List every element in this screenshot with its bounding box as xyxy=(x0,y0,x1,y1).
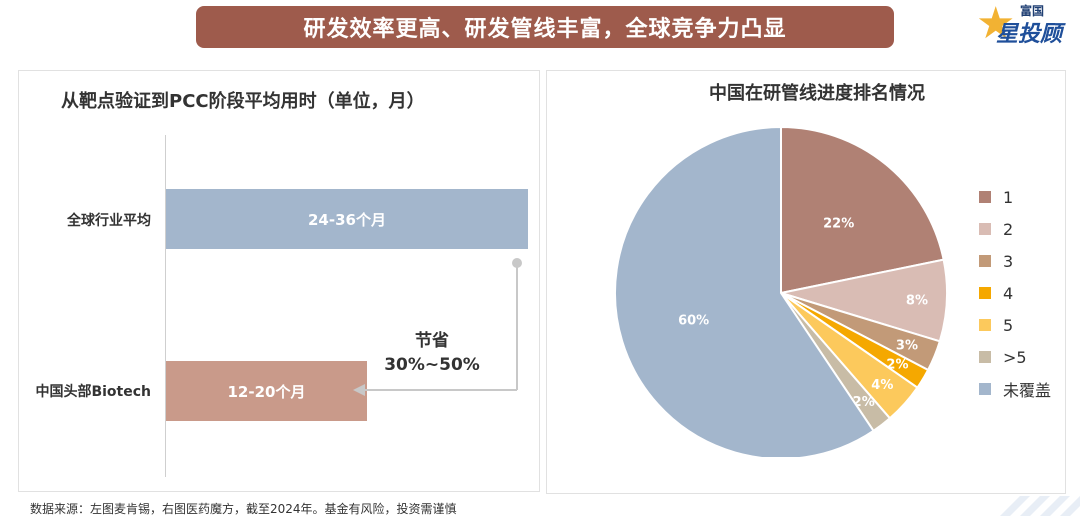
pie-label-3: 3% xyxy=(896,339,918,354)
star-icon: ★ xyxy=(976,0,1016,49)
right-chart-panel: 中国在研管线进度排名情况 22% 8% 3% 2% 4% 2% 60% 1 2 3 4 5 >5 未覆盖 xyxy=(546,70,1066,494)
legend-label-5: 5 xyxy=(1003,315,1014,335)
legend-label-gt5: >5 xyxy=(1003,347,1027,367)
logo-small-text: 富国 xyxy=(1020,4,1045,18)
pie-slice-uncovered xyxy=(614,127,875,457)
pie-label-uncovered: 60% xyxy=(678,314,709,329)
legend-swatch-uncovered xyxy=(979,383,991,395)
pie-chart: 22%8%3%2%4%2%60% xyxy=(614,127,948,457)
legend-item-5: 5 xyxy=(979,309,1051,341)
logo-big-text: 星投顾 xyxy=(996,22,1063,47)
banner-title: 研发效率更高、研发管线丰富，全球竞争力凸显 xyxy=(196,6,894,48)
legend-swatch-2 xyxy=(979,223,991,235)
arrow-start-dot xyxy=(512,258,522,268)
legend-item-1: 1 xyxy=(979,181,1051,213)
category-label-china: 中国头部Biotech xyxy=(35,384,151,400)
legend-label-2: 2 xyxy=(1003,219,1014,239)
legend-swatch-5 xyxy=(979,319,991,331)
footnote: 数据来源：左图麦肯锡，右图医药魔方，截至2024年。基金有风险，投资需谨慎 xyxy=(30,502,457,516)
pie-slice-1 xyxy=(780,127,945,295)
bar-label-china: 12-20个月 xyxy=(227,382,306,401)
legend-item-3: 3 xyxy=(979,245,1051,277)
legend-swatch-4 xyxy=(979,287,991,299)
legend-label-uncovered: 未覆盖 xyxy=(1003,381,1052,400)
legend-swatch-gt5 xyxy=(979,351,991,363)
savings-annotation: 节省 30%~50% xyxy=(377,329,487,377)
right-chart-title: 中国在研管线进度排名情况 xyxy=(709,83,925,104)
banner-title-text: 研发效率更高、研发管线丰富，全球竞争力凸显 xyxy=(303,17,787,42)
decorative-stripes xyxy=(1000,496,1080,516)
bar-global-average: 24-36个月 xyxy=(166,189,528,249)
savings-label-line1: 节省 xyxy=(415,331,449,351)
category-axis-line xyxy=(165,135,166,477)
legend-swatch-3 xyxy=(979,255,991,267)
legend-item-gt5: >5 xyxy=(979,341,1051,373)
legend-item-4: 4 xyxy=(979,277,1051,309)
pie-label-2: 8% xyxy=(906,293,928,308)
legend-label-4: 4 xyxy=(1003,283,1014,303)
legend-item-uncovered: 未覆盖 xyxy=(979,373,1051,405)
left-chart-panel: 从靶点验证到PCC阶段平均用时（单位，月） 全球行业平均 24-36个月 中国头… xyxy=(18,70,540,492)
bar-label-global: 24-36个月 xyxy=(308,210,386,229)
legend-swatch-1 xyxy=(979,191,991,203)
left-chart-title: 从靶点验证到PCC阶段平均用时（单位，月） xyxy=(61,91,425,112)
legend-item-2: 2 xyxy=(979,213,1051,245)
pie-legend: 1 2 3 4 5 >5 未覆盖 xyxy=(979,181,1051,405)
pie-label-4: 2% xyxy=(886,357,908,372)
arrow-head xyxy=(353,384,365,396)
pie-label-1: 22% xyxy=(823,216,854,231)
category-label-global: 全球行业平均 xyxy=(67,213,151,229)
pie-label-5: 4% xyxy=(871,378,893,393)
bar-china-biotech: 12-20个月 xyxy=(166,361,367,421)
legend-label-1: 1 xyxy=(1003,187,1014,207)
brand-logo: ★ 富国 星投顾 xyxy=(976,0,1076,50)
legend-label-3: 3 xyxy=(1003,251,1014,271)
savings-label-line2: 30%~50% xyxy=(384,355,480,375)
savings-arrow xyxy=(353,258,522,396)
